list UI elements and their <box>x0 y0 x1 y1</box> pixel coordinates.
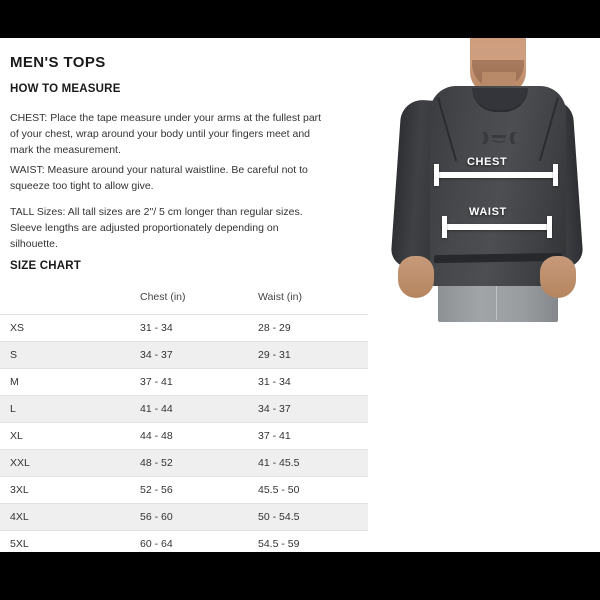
cell-chest: 37 - 41 <box>140 376 173 388</box>
model-hand-right <box>540 256 576 298</box>
cell-waist: 31 - 34 <box>258 376 291 388</box>
cell-waist: 29 - 31 <box>258 349 291 361</box>
cell-waist: 54.5 - 59 <box>258 538 300 550</box>
cell-chest: 56 - 60 <box>140 511 173 523</box>
product-photo: CHEST WAIST <box>372 38 600 552</box>
size-chart-body: XS 31 - 34 28 - 29 S 34 - 37 29 - 31 M 3… <box>0 314 368 552</box>
chest-bar-cap-right <box>553 164 558 186</box>
size-chart-header: Chest (in) Waist (in) <box>0 286 368 315</box>
column-header-size <box>0 286 140 315</box>
cell-chest: 44 - 48 <box>140 430 173 442</box>
chest-measurement-bar <box>434 172 558 178</box>
cell-chest: 31 - 34 <box>140 322 173 334</box>
table-row: L 41 - 44 34 - 37 <box>0 395 368 423</box>
size-chart-table: Chest (in) Waist (in) XS 31 - 34 28 - 29… <box>0 286 368 552</box>
table-row: XL 44 - 48 37 - 41 <box>0 422 368 450</box>
column-header-chest: Chest (in) <box>140 291 186 303</box>
table-row: S 34 - 37 29 - 31 <box>0 341 368 369</box>
waist-bar-cap-right <box>547 216 552 238</box>
cell-chest: 34 - 37 <box>140 349 173 361</box>
cell-waist: 28 - 29 <box>258 322 291 334</box>
shorts-seam <box>496 264 497 320</box>
cell-waist: 41 - 45.5 <box>258 457 300 469</box>
table-row: M 37 - 41 31 - 34 <box>0 368 368 396</box>
cell-size: L <box>10 403 16 415</box>
cell-chest: 52 - 56 <box>140 484 173 496</box>
waist-measurement-bar <box>442 224 552 230</box>
compression-shirt-torso <box>430 86 566 286</box>
table-header-row: Chest (in) Waist (in) <box>0 286 368 315</box>
waist-instructions-paragraph: WAIST: Measure around your natural waist… <box>10 164 308 192</box>
waist-bar-cap-left <box>442 216 447 238</box>
cell-chest: 41 - 44 <box>140 403 173 415</box>
size-chart-heading: SIZE CHART <box>10 260 81 272</box>
waist-measurement-label: WAIST <box>469 206 507 218</box>
cell-waist: 34 - 37 <box>258 403 291 415</box>
chest-bar-cap-left <box>434 164 439 186</box>
size-guide-text-column: MEN'S TOPS HOW TO MEASURE CHEST: Place t… <box>0 38 372 552</box>
model-hand-left <box>398 256 434 298</box>
page-title: MEN'S TOPS <box>10 54 106 71</box>
table-row: 4XL 56 - 60 50 - 54.5 <box>0 503 368 531</box>
tall-sizes-paragraph: TALL Sizes: All tall sizes are 2"/ 5 cm … <box>10 206 303 250</box>
table-row: 5XL 60 - 64 54.5 - 59 <box>0 530 368 552</box>
table-row: 3XL 52 - 56 45.5 - 50 <box>0 476 368 504</box>
letterbox-bar-bottom <box>0 552 600 600</box>
model-illustration: CHEST WAIST <box>372 38 600 322</box>
cell-size: XL <box>10 430 23 442</box>
cell-waist: 50 - 54.5 <box>258 511 300 523</box>
cell-size: 3XL <box>10 484 29 496</box>
cell-size: 5XL <box>10 538 29 550</box>
chest-instructions-paragraph: CHEST: Place the tape measure under your… <box>10 112 322 156</box>
column-header-waist: Waist (in) <box>258 291 302 303</box>
chest-measurement-label: CHEST <box>467 156 508 168</box>
under-armour-logo-icon <box>482 132 516 144</box>
cell-chest: 48 - 52 <box>140 457 173 469</box>
how-to-measure-heading: HOW TO MEASURE <box>10 83 121 95</box>
cell-size: S <box>10 349 18 361</box>
cell-size: M <box>10 376 19 388</box>
cell-waist: 45.5 - 50 <box>258 484 300 496</box>
size-guide-content: MEN'S TOPS HOW TO MEASURE CHEST: Place t… <box>0 38 600 552</box>
table-row: XXL 48 - 52 41 - 45.5 <box>0 449 368 477</box>
table-row: XS 31 - 34 28 - 29 <box>0 314 368 342</box>
cell-size: 4XL <box>10 511 29 523</box>
cell-size: XS <box>10 322 25 334</box>
cell-size: XXL <box>10 457 30 469</box>
letterbox-bar-top <box>0 0 600 38</box>
cell-chest: 60 - 64 <box>140 538 173 550</box>
cell-waist: 37 - 41 <box>258 430 291 442</box>
